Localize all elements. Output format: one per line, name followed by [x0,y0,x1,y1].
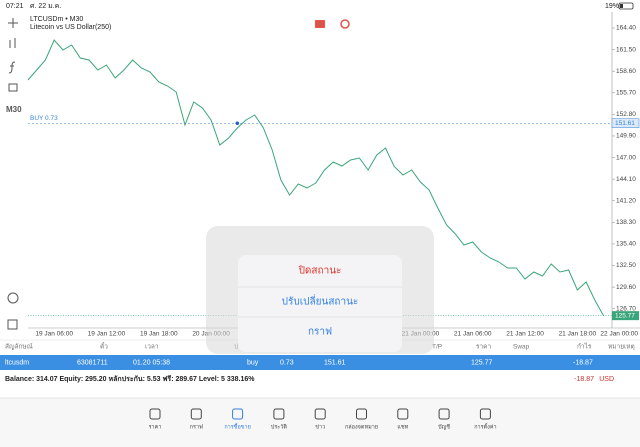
y-tick-label: 126.70 [616,305,636,312]
cell: 125.77 [471,359,493,366]
tab-icon[interactable] [273,408,285,420]
order-price: 151.61 [615,120,635,127]
candle-icon[interactable] [9,38,16,48]
column-header: T/P [432,344,442,351]
tab-icon[interactable] [438,408,450,420]
tab-label[interactable]: ประวัติ [271,423,287,430]
column-header: สัญลักษณ์ [5,343,33,351]
status-date: ศ. 22 ม.ค. [30,3,61,10]
order-price-tag [611,118,640,128]
tab-icon[interactable] [190,408,202,420]
tab-bar [0,398,640,447]
chart-title: LTCUSDm • M30 [30,16,83,23]
entry-marker [235,121,240,126]
x-tick-label: 21 Jan 12:00 [506,331,544,338]
tab-label[interactable]: กราฟ [190,423,203,430]
bid-price: 125.77 [615,312,635,319]
crosshair-icon[interactable] [8,18,18,28]
column-header: ราคา [476,344,491,351]
account-profit: -18.87 [574,376,594,383]
y-tick-label: 164.40 [616,25,636,32]
chart-subtitle: Litecoin vs US Dollar(250) [30,24,111,31]
tab-icon[interactable] [397,408,409,420]
column-header: Swap [513,344,530,351]
tab-icon[interactable] [232,408,244,420]
popup-item[interactable]: กราฟ [308,327,332,338]
status-battery: 19% [605,3,619,10]
y-tick-label: 144.10 [616,176,636,183]
y-tick-label: 161.50 [616,46,636,53]
y-tick-label: 149.90 [616,133,636,140]
toolbar-timeframe[interactable]: M30 [6,105,22,114]
popup-item[interactable]: ปรับเปลี่ยนสถานะ [282,294,359,308]
y-tick-label: 152.80 [616,111,636,118]
column-header: ตั๋ว [100,341,108,350]
account-currency: USD [599,376,614,383]
y-tick-label: 158.60 [616,68,636,75]
add-icon[interactable] [7,319,18,330]
account-summary: Balance: 314.07 Equity: 295.20 หลักประกั… [5,375,255,383]
popup-item[interactable]: ปิดสถานะ [298,266,341,277]
cell: buy [247,359,259,366]
y-tick-label: 138.30 [616,219,636,226]
price-line [27,39,604,316]
cell: 01.20 05:38 [133,359,170,366]
cell: -18.87 [573,359,593,366]
column-header: เวลา [145,344,159,351]
y-tick-label: 129.60 [616,284,636,291]
tab-label[interactable]: ราคา [149,424,162,430]
battery-icon [618,2,634,10]
toolbar [7,18,19,330]
one-click-icon[interactable] [315,20,325,28]
column-header: กำไร [577,343,592,351]
zoom-icon[interactable] [7,292,19,304]
cell: 0.73 [280,359,294,366]
x-tick-label: 19 Jan 12:00 [88,331,126,338]
y-tick-label: 135.40 [616,241,636,248]
order-label: BUY 0.73 [30,115,58,122]
cell: 151.61 [324,359,346,366]
status-time: 07:21 [6,3,24,10]
cell: ltcusdm [5,359,29,366]
y-tick-label: 141.20 [616,197,636,204]
column-header: หมายเหตุ [608,344,635,351]
tab-label[interactable]: ข่าว [315,424,325,430]
y-tick-label: 132.50 [616,262,636,269]
x-tick-label: 19 Jan 06:00 [35,331,73,338]
account-row [0,371,640,387]
cell: 63081711 [77,359,108,366]
popup [238,255,402,352]
tab-icon[interactable] [356,408,367,420]
x-tick-label: 21 Jan 18:00 [559,331,597,338]
tab-icon[interactable] [479,408,491,420]
tab-label[interactable]: กล่องจดหมาย [345,424,378,430]
indicator-icon[interactable] [8,61,16,74]
tab-label[interactable]: แชท [397,423,408,430]
tab-label[interactable]: บัญชี [438,423,450,430]
y-tick-label: 155.70 [616,90,636,97]
tab-label[interactable]: การตั้งค่า [474,422,496,430]
x-tick-label: 21 Jan 06:00 [454,331,492,338]
position-row[interactable] [0,355,640,370]
y-tick-label: 147.00 [616,154,636,161]
objects-icon[interactable] [8,83,18,92]
tab-icon[interactable] [314,408,326,420]
x-tick-label: 19 Jan 18:00 [140,331,178,338]
depth-icon[interactable] [340,19,350,29]
x-tick-label: 22 Jan 00:00 [600,331,638,338]
bid-tag [612,311,639,321]
tab-label[interactable]: การซื้อขาย [224,422,250,430]
tabs: ราคา กราฟ การซื้อขาย ประวัติ ข่าว กล่องจดหมาย… [149,408,497,430]
tab-icon[interactable] [149,408,161,420]
battery-level [620,4,623,8]
